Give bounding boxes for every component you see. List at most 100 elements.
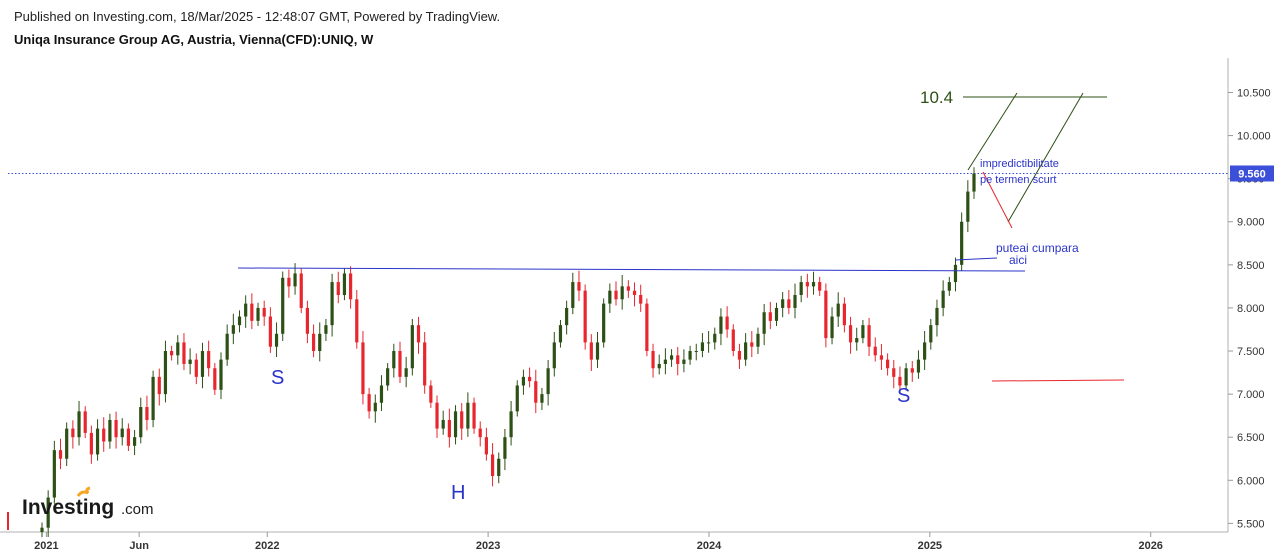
x-axis: 2021 Jun 2022 2023 2024 2025 2026 xyxy=(34,532,1163,552)
x-tick-label: 2026 xyxy=(1138,540,1162,552)
candle-up xyxy=(657,363,661,369)
candle-down xyxy=(157,376,161,395)
candle-down xyxy=(58,450,63,459)
head-label: H xyxy=(451,482,465,504)
candle-up xyxy=(237,316,242,326)
candle-up xyxy=(379,385,384,403)
candle-up xyxy=(669,355,674,360)
chart-symbol-title: Uniqa Insurance Group AG, Austria, Vienn… xyxy=(14,32,374,47)
candle-down xyxy=(577,282,581,291)
candle-down xyxy=(589,342,593,360)
candle-down xyxy=(528,376,532,382)
candle-down xyxy=(867,325,871,347)
candle-up xyxy=(744,342,748,360)
candle-down xyxy=(194,359,198,377)
y-tick-label: 7.500 xyxy=(1237,346,1265,358)
candle-up xyxy=(663,359,667,364)
last-price-badge xyxy=(1230,165,1274,182)
candle-up xyxy=(558,325,563,343)
candle-down xyxy=(768,312,772,321)
x-tick-label: 2022 xyxy=(255,540,279,552)
candle-up xyxy=(793,295,797,308)
candle-down xyxy=(490,454,495,476)
candle-up xyxy=(935,307,939,326)
candle-up xyxy=(509,411,513,438)
candle-up xyxy=(46,497,50,528)
candle-down xyxy=(114,419,118,438)
candle-down xyxy=(818,282,822,291)
y-tick-label: 6.000 xyxy=(1237,475,1265,487)
y-tick-label: 8.000 xyxy=(1237,303,1265,315)
candle-down xyxy=(71,428,75,438)
candle-down xyxy=(349,273,353,300)
candle-down xyxy=(182,342,186,364)
candle-up xyxy=(799,282,803,295)
candle-up xyxy=(466,402,470,429)
candle-down xyxy=(361,342,365,395)
buy-note-line2: aici xyxy=(1009,253,1027,267)
candle-up xyxy=(565,307,569,326)
buy-pointer-line xyxy=(954,257,998,261)
candle-up xyxy=(139,407,143,438)
candle-down xyxy=(885,359,890,369)
candle-up xyxy=(811,282,816,287)
x-tick-label: 2021 xyxy=(34,540,58,552)
candle-up xyxy=(256,307,260,321)
y-tick-label: 10.500 xyxy=(1237,87,1271,99)
candle-up xyxy=(904,368,908,386)
candle-up xyxy=(52,450,56,498)
candle-down xyxy=(207,351,211,369)
candle-down xyxy=(102,428,106,442)
investing-logo: Investing .com xyxy=(22,486,154,519)
candle-up xyxy=(700,342,705,352)
candle-down xyxy=(126,428,131,446)
candle-up xyxy=(497,458,501,476)
candle-down xyxy=(287,277,291,287)
candle-up xyxy=(521,376,526,386)
candle-up xyxy=(762,312,766,334)
candle-up xyxy=(781,299,785,308)
candle-up xyxy=(855,338,859,343)
candle-down xyxy=(645,303,649,352)
candle-down xyxy=(145,407,149,420)
logo-suffix: .com xyxy=(121,501,154,518)
candle-down xyxy=(873,346,877,356)
candle-up xyxy=(120,428,124,438)
y-tick-label: 10.000 xyxy=(1237,131,1271,143)
candle-up xyxy=(929,325,933,343)
candle-down xyxy=(336,282,340,295)
candle-up xyxy=(163,351,168,395)
candle-down xyxy=(89,432,93,455)
note-bottom: pe termen scurt xyxy=(980,174,1056,186)
candle-up xyxy=(281,277,285,334)
candle-up xyxy=(392,351,396,369)
candlestick-series xyxy=(40,167,976,538)
candle-up xyxy=(972,173,976,192)
candle-up xyxy=(324,325,328,334)
candle-up xyxy=(108,419,112,442)
candle-down xyxy=(725,316,729,330)
candle-up xyxy=(373,402,377,412)
candle-up xyxy=(386,368,390,386)
candle-up xyxy=(65,428,69,459)
y-tick-label: 6.500 xyxy=(1237,432,1265,444)
y-tick-label: 8.500 xyxy=(1237,260,1265,272)
last-price-value: 9.560 xyxy=(1238,168,1266,180)
candle-up xyxy=(40,527,44,532)
target-label: 10.4 xyxy=(920,88,953,107)
candle-up xyxy=(953,264,958,283)
y-tick-label: 9.000 xyxy=(1237,217,1265,229)
candle-up xyxy=(274,333,279,347)
support-line xyxy=(991,379,1125,382)
candle-up xyxy=(342,273,347,295)
candle-up xyxy=(244,303,248,317)
candle-down xyxy=(484,437,488,455)
candle-up xyxy=(719,316,723,334)
candle-down xyxy=(355,299,359,343)
channel-right-line xyxy=(1007,92,1084,223)
candle-down xyxy=(83,411,87,433)
candle-down xyxy=(299,273,303,308)
candle-up xyxy=(941,290,945,308)
pullback-line xyxy=(982,171,1013,229)
